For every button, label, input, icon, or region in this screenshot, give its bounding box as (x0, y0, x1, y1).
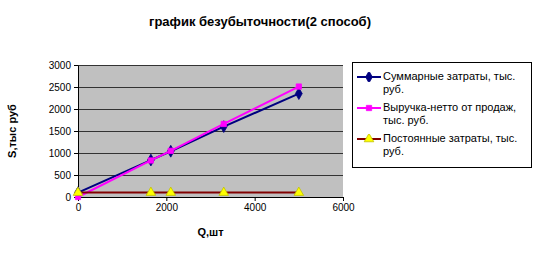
legend-label: Суммарные затраты, тыс. руб. (383, 70, 527, 96)
tick: 500 (54, 170, 78, 181)
x-axis-title: Q,шт (197, 226, 224, 238)
tick-label: 3000 (49, 60, 72, 71)
legend-marker (364, 134, 374, 142)
grid (78, 65, 343, 197)
plot-background (78, 65, 343, 197)
tick-label: 4000 (244, 202, 267, 213)
series-marker (147, 154, 154, 166)
series-line (78, 87, 299, 197)
legend-item: Постоянные затраты, тыс. руб. (357, 132, 527, 158)
grid-line (78, 109, 343, 110)
series-marker (220, 121, 227, 133)
tick: 1000 (49, 148, 78, 159)
tick: 4000 (244, 197, 267, 213)
y-axis-title: S,тыс руб (6, 104, 18, 158)
tick-label: 2000 (49, 104, 72, 115)
legend-label: Постоянные затраты, тыс. руб. (383, 132, 527, 158)
series-marker (219, 187, 229, 195)
series-marker (73, 187, 83, 195)
legend-marker (366, 72, 373, 82)
tick-mark (255, 197, 256, 201)
series-marker (296, 84, 301, 89)
tick-mark (74, 131, 78, 132)
grid-line (78, 65, 343, 66)
series-marker (166, 187, 176, 195)
y-axis: 0 500 1000 1500 2000 2500 3000 (49, 60, 79, 203)
grid-line (78, 153, 343, 154)
tick-label: 2500 (49, 82, 72, 93)
axis-line (78, 66, 79, 198)
tick-mark (74, 65, 78, 66)
tick: 3000 (49, 60, 78, 71)
tick-mark (74, 109, 78, 110)
series-marker (167, 145, 174, 157)
tick-label: 0 (65, 192, 71, 203)
tick: 2500 (49, 82, 78, 93)
chart-container: 0 2000 4000 6000 0 500 1000 1500 2000 2500 3000 гра… (0, 0, 539, 269)
tick: 1500 (49, 126, 78, 137)
x-axis: 0 2000 4000 6000 (76, 197, 355, 213)
grid-line (78, 197, 343, 198)
chart-title: график безубыточности(2 способ) (149, 14, 371, 29)
series-marker (221, 121, 226, 126)
series-line (78, 94, 299, 193)
series-line (78, 192, 299, 194)
legend-key (357, 134, 383, 144)
legend-marker (366, 105, 371, 110)
tick: 2000 (49, 104, 78, 115)
legend-key (357, 103, 383, 113)
series-marker (148, 158, 153, 163)
tick: 2000 (156, 197, 179, 213)
legend-item: Выручка-нетто от продаж, тыс. руб. (357, 101, 527, 127)
series-marker (294, 187, 304, 195)
legend-item: Суммарные затраты, тыс. руб. (357, 70, 527, 96)
tick: 6000 (332, 197, 355, 213)
tick-label: 500 (54, 170, 71, 181)
tick-mark (74, 175, 78, 176)
series-marker (146, 187, 156, 195)
tick-label: 1500 (49, 126, 72, 137)
legend: Суммарные затраты, тыс. руб. Выручка-нетт… (352, 62, 532, 168)
tick-label: 6000 (332, 202, 355, 213)
tick-mark (74, 153, 78, 154)
plot-data (73, 84, 303, 200)
grid-line (78, 87, 343, 88)
axis-line (79, 197, 344, 198)
legend-label: Выручка-нетто от продаж, тыс. руб. (383, 101, 527, 127)
series-marker (168, 148, 173, 153)
tick-mark (74, 87, 78, 88)
tick-mark (343, 197, 344, 201)
tick-label: 1000 (49, 148, 72, 159)
tick-mark (166, 197, 167, 201)
legend-key (357, 72, 383, 82)
tick-label: 2000 (156, 202, 179, 213)
tick-label: 0 (76, 202, 82, 213)
